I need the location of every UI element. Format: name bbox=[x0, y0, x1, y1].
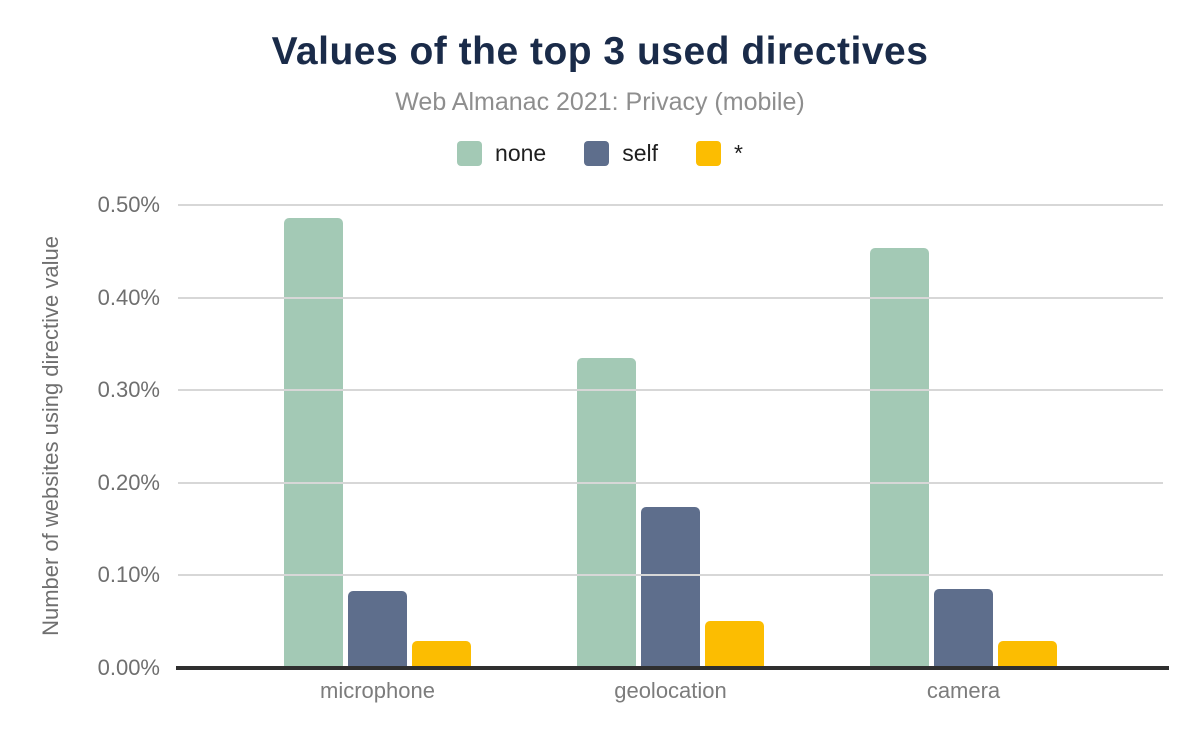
legend-swatch-icon bbox=[457, 141, 483, 166]
y-tick-label: 0.40% bbox=[97, 284, 160, 310]
bar-geolocation-none bbox=[577, 358, 636, 668]
y-tick-label: 0.50% bbox=[97, 192, 160, 217]
x-category-label-geolocation: geolocation bbox=[614, 678, 727, 703]
y-tick-label: 0.10% bbox=[97, 562, 160, 588]
legend-item-self: self bbox=[584, 140, 658, 167]
y-tick-label: 0.30% bbox=[97, 377, 160, 403]
gridline bbox=[178, 389, 1163, 392]
legend-item-none: none bbox=[457, 140, 546, 167]
legend-swatch-icon bbox=[584, 141, 610, 166]
bar-group-geolocation bbox=[577, 205, 764, 668]
legend-label: * bbox=[734, 140, 743, 166]
legend: none self * bbox=[0, 140, 1200, 167]
x-category-label-camera: camera bbox=[926, 678, 1001, 703]
legend-label: self bbox=[622, 140, 658, 166]
legend-swatch-icon bbox=[696, 141, 721, 166]
gridline bbox=[178, 574, 1163, 577]
bar-camera-none bbox=[870, 248, 929, 668]
gridline bbox=[178, 296, 1163, 299]
y-axis-tick-labels: 0.00% 0.10% 0.20% 0.30% 0.40% 0.50% bbox=[58, 192, 160, 680]
y-tick-label: 0.00% bbox=[97, 655, 160, 680]
legend-item-star: * bbox=[696, 140, 743, 167]
gridline bbox=[178, 204, 1163, 206]
bar-camera-self bbox=[934, 589, 993, 668]
bar-camera-star bbox=[998, 641, 1057, 668]
chart-subtitle: Web Almanac 2021: Privacy (mobile) bbox=[395, 88, 805, 116]
x-axis-baseline bbox=[176, 666, 1169, 670]
chart-title: Values of the top 3 used directives bbox=[271, 30, 929, 73]
bar-geolocation-self bbox=[641, 507, 700, 668]
plot-area bbox=[176, 204, 1169, 670]
legend-label: none bbox=[495, 140, 547, 166]
bar-groups bbox=[178, 205, 1163, 668]
bar-group-camera bbox=[870, 205, 1057, 668]
gridline bbox=[178, 481, 1163, 484]
bar-microphone-none bbox=[284, 218, 343, 668]
x-axis-category-labels: microphone geolocation camera bbox=[178, 678, 1163, 704]
bar-microphone-star bbox=[412, 641, 471, 668]
bar-group-microphone bbox=[284, 205, 471, 668]
x-category-label-microphone: microphone bbox=[320, 678, 435, 703]
y-tick-label: 0.20% bbox=[97, 469, 160, 495]
bar-geolocation-star bbox=[705, 621, 764, 668]
bar-microphone-self bbox=[348, 591, 407, 668]
